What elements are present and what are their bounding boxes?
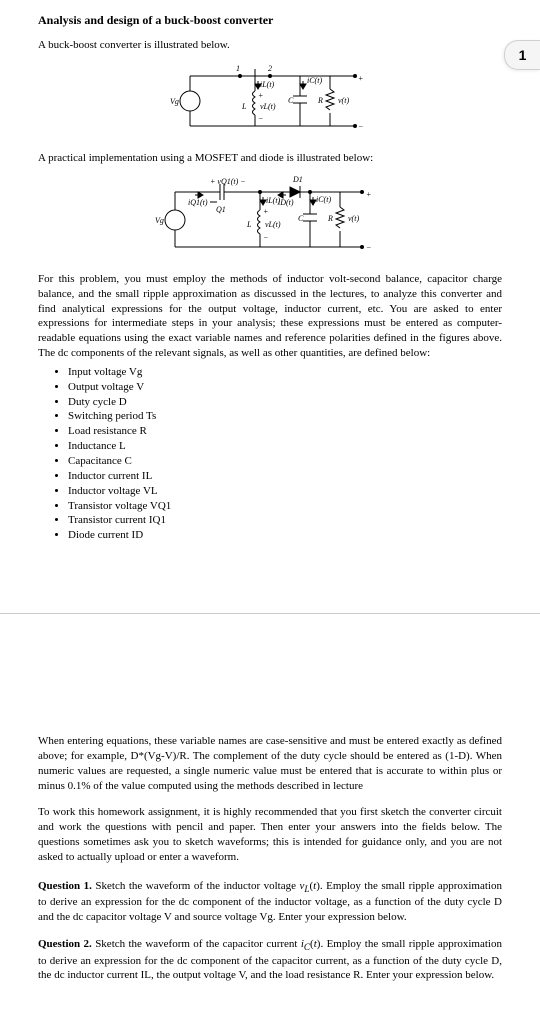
svg-text:−: −	[358, 122, 363, 131]
page-container: 1 Analysis and design of a buck-boost co…	[0, 0, 540, 1015]
list-item: Diode current ID	[68, 528, 502, 543]
svg-text:R: R	[327, 214, 333, 223]
svg-text:−: −	[258, 114, 263, 123]
svg-text:2: 2	[268, 64, 272, 73]
svg-text:−: −	[366, 243, 371, 252]
list-item: Transistor current IQ1	[68, 513, 502, 528]
circuit1-svg: Vg 1 2 iC(t) iL(t) L vL(t) + − C R v(t) …	[160, 61, 380, 141]
list-item: Input voltage Vg	[68, 365, 502, 380]
page-divider	[0, 613, 540, 614]
circuit-figure-1: Vg 1 2 iC(t) iL(t) L vL(t) + − C R v(t) …	[38, 61, 502, 141]
svg-text:D1: D1	[292, 175, 303, 184]
svg-text:R: R	[317, 96, 323, 105]
svg-text:C: C	[288, 96, 294, 105]
question-2-label: Question 2.	[38, 938, 92, 950]
list-item: Inductor current IL	[68, 469, 502, 484]
circuit-figure-2: Vg D1 Q1 iQ1(t) + vQ1(t) − iL(t) iD(t) i…	[38, 172, 502, 262]
list-item: Output voltage V	[68, 380, 502, 395]
svg-text:+: +	[366, 190, 371, 199]
list-item: Capacitance C	[68, 454, 502, 469]
svg-text:iQ1(t): iQ1(t)	[188, 198, 208, 207]
svg-text:Vg: Vg	[170, 97, 179, 106]
svg-text:v(t): v(t)	[338, 96, 349, 105]
list-item: Load resistance R	[68, 424, 502, 439]
list-item: Inductor voltage VL	[68, 484, 502, 499]
body-paragraph-3: To work this homework assignment, it is …	[38, 805, 502, 864]
svg-text:vL(t): vL(t)	[265, 220, 281, 229]
svg-text:L: L	[241, 102, 247, 111]
svg-text:1: 1	[236, 64, 240, 73]
figure2-caption: A practical implementation using a MOSFE…	[38, 151, 502, 166]
svg-text:L: L	[246, 220, 252, 229]
svg-text:C: C	[298, 214, 304, 223]
list-item: Switching period Ts	[68, 409, 502, 424]
svg-text:+ vQ1(t) −: + vQ1(t) −	[210, 177, 246, 186]
svg-text:v(t): v(t)	[348, 214, 359, 223]
svg-text:Q1: Q1	[216, 205, 226, 214]
svg-text:+: +	[258, 91, 263, 100]
page-title: Analysis and design of a buck-boost conv…	[38, 12, 502, 28]
question-1-label: Question 1.	[38, 880, 92, 892]
list-item: Inductance L	[68, 439, 502, 454]
list-item: Transistor voltage VQ1	[68, 499, 502, 514]
body-paragraph-1: For this problem, you must employ the me…	[38, 272, 502, 361]
svg-text:iC(t): iC(t)	[316, 195, 331, 204]
svg-text:iC(t): iC(t)	[307, 76, 322, 85]
svg-text:Vg: Vg	[155, 216, 164, 225]
svg-text:iL(t): iL(t)	[260, 80, 275, 89]
page-number-badge: 1	[504, 40, 540, 70]
intro-text: A buck-boost converter is illustrated be…	[38, 38, 502, 53]
body-paragraph-2: When entering equations, these variable …	[38, 734, 502, 793]
svg-text:iD(t): iD(t)	[278, 198, 294, 207]
variable-list: Input voltage Vg Output voltage V Duty c…	[68, 365, 502, 543]
svg-text:+: +	[263, 207, 268, 216]
svg-text:−: −	[263, 233, 268, 242]
question-1: Question 1. Sketch the waveform of the i…	[38, 879, 502, 925]
circuit2-svg: Vg D1 Q1 iQ1(t) + vQ1(t) − iL(t) iD(t) i…	[150, 172, 390, 262]
list-item: Duty cycle D	[68, 395, 502, 410]
svg-text:vL(t): vL(t)	[260, 102, 276, 111]
svg-text:+: +	[358, 74, 363, 83]
question-2: Question 2. Sketch the waveform of the c…	[38, 937, 502, 983]
